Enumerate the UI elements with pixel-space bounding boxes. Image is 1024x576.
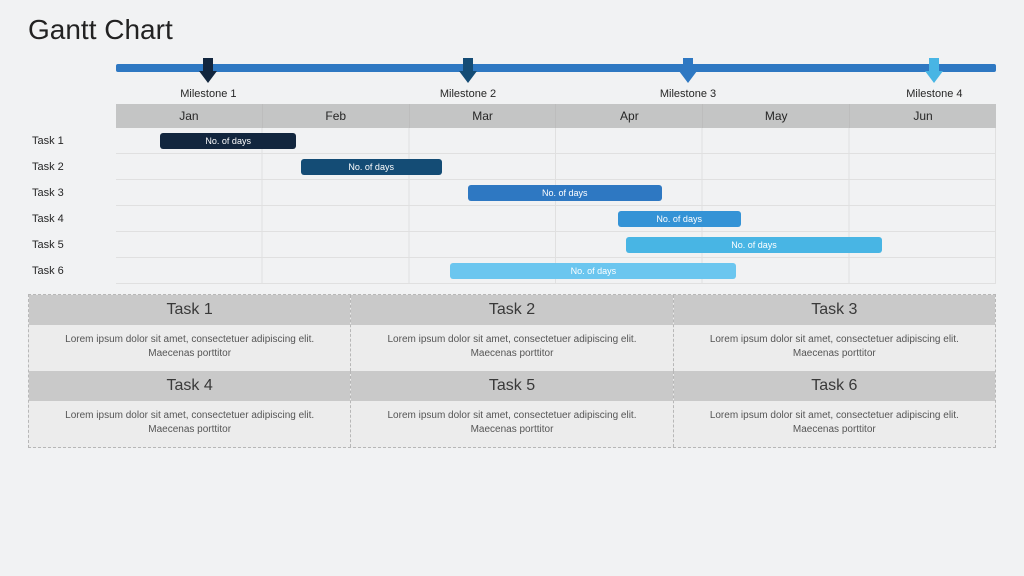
task-label: Task 5 (28, 239, 116, 251)
gantt-bar: No. of days (160, 133, 296, 149)
task-track: No. of days (116, 258, 996, 284)
summary-cell: Task 4 Lorem ipsum dolor sit amet, consec… (29, 371, 351, 447)
milestone-label: Milestone 1 (180, 88, 236, 100)
month-cell: Jan (116, 104, 263, 128)
gantt-bar: No. of days (468, 185, 662, 201)
summary-body: Lorem ipsum dolor sit amet, consectetuer… (29, 409, 350, 437)
page-title: Gantt Chart (28, 14, 996, 46)
summary-body: Lorem ipsum dolor sit amet, consectetuer… (674, 333, 995, 361)
summary-body: Lorem ipsum dolor sit amet, consectetuer… (351, 333, 672, 361)
summary-body: Lorem ipsum dolor sit amet, consectetuer… (29, 333, 350, 361)
gantt-bar: No. of days (450, 263, 736, 279)
task-label: Task 6 (28, 265, 116, 277)
milestone-arrow-icon (679, 58, 697, 84)
summary-title: Task 6 (674, 371, 995, 401)
summary-title: Task 2 (351, 295, 672, 325)
month-cell: Mar (410, 104, 557, 128)
milestone-label: Milestone 3 (660, 88, 716, 100)
gantt-bar: No. of days (618, 211, 741, 227)
task-row: Task 3 No. of days (28, 180, 996, 206)
summary-title: Task 3 (674, 295, 995, 325)
summary-title: Task 1 (29, 295, 350, 325)
milestone-label: Milestone 2 (440, 88, 496, 100)
task-track: No. of days (116, 232, 996, 258)
milestone-arrow-icon (459, 58, 477, 84)
summary-row: Task 4Lorem ipsum dolor sit amet, consec… (29, 371, 995, 447)
task-row: Task 6 No. of days (28, 258, 996, 284)
summary-grid: Task 1Lorem ipsum dolor sit amet, consec… (28, 294, 996, 448)
milestone-arrow-icon (199, 58, 217, 84)
task-track: No. of days (116, 154, 996, 180)
month-cell: Jun (850, 104, 996, 128)
timeline-bar (116, 64, 996, 72)
task-label: Task 3 (28, 187, 116, 199)
summary-row: Task 1Lorem ipsum dolor sit amet, consec… (29, 295, 995, 371)
summary-cell: Task 1 Lorem ipsum dolor sit amet, consec… (29, 295, 351, 371)
milestone-label: Milestone 4 (906, 88, 962, 100)
summary-body: Lorem ipsum dolor sit amet, consectetuer… (674, 409, 995, 437)
task-track: No. of days (116, 206, 996, 232)
summary-cell: Task 5 Lorem ipsum dolor sit amet, consec… (351, 371, 673, 447)
gantt-bar: No. of days (626, 237, 881, 253)
task-label: Task 4 (28, 213, 116, 225)
month-header: JanFebMarAprMayJun (116, 104, 996, 128)
month-cell: May (703, 104, 850, 128)
task-row: Task 4 No. of days (28, 206, 996, 232)
month-cell: Feb (263, 104, 410, 128)
summary-title: Task 4 (29, 371, 350, 401)
task-track: No. of days (116, 180, 996, 206)
gantt-chart-page: Gantt Chart Milestone 1Milestone 2Milest… (0, 0, 1024, 576)
task-row: Task 2 No. of days (28, 154, 996, 180)
summary-body: Lorem ipsum dolor sit amet, consectetuer… (351, 409, 672, 437)
month-cell: Apr (556, 104, 703, 128)
timeline: Milestone 1 Milestone 2 Milestone 3 Milesto… (116, 58, 996, 104)
task-label: Task 1 (28, 135, 116, 147)
milestone-arrow-icon (925, 58, 943, 84)
summary-title: Task 5 (351, 371, 672, 401)
task-label: Task 2 (28, 161, 116, 173)
gantt-bar: No. of days (301, 159, 442, 175)
task-rows: Task 1No. of daysTask 2No. of daysTask 3… (28, 128, 996, 284)
task-row: Task 5 No. of days (28, 232, 996, 258)
summary-cell: Task 2 Lorem ipsum dolor sit amet, consec… (351, 295, 673, 371)
task-row: Task 1 No. of days (28, 128, 996, 154)
task-track: No. of days (116, 128, 996, 154)
summary-cell: Task 6 Lorem ipsum dolor sit amet, consec… (674, 371, 995, 447)
gantt-area: JanFebMarAprMayJun Task 1No. of daysTask… (28, 104, 996, 284)
summary-cell: Task 3 Lorem ipsum dolor sit amet, consec… (674, 295, 995, 371)
